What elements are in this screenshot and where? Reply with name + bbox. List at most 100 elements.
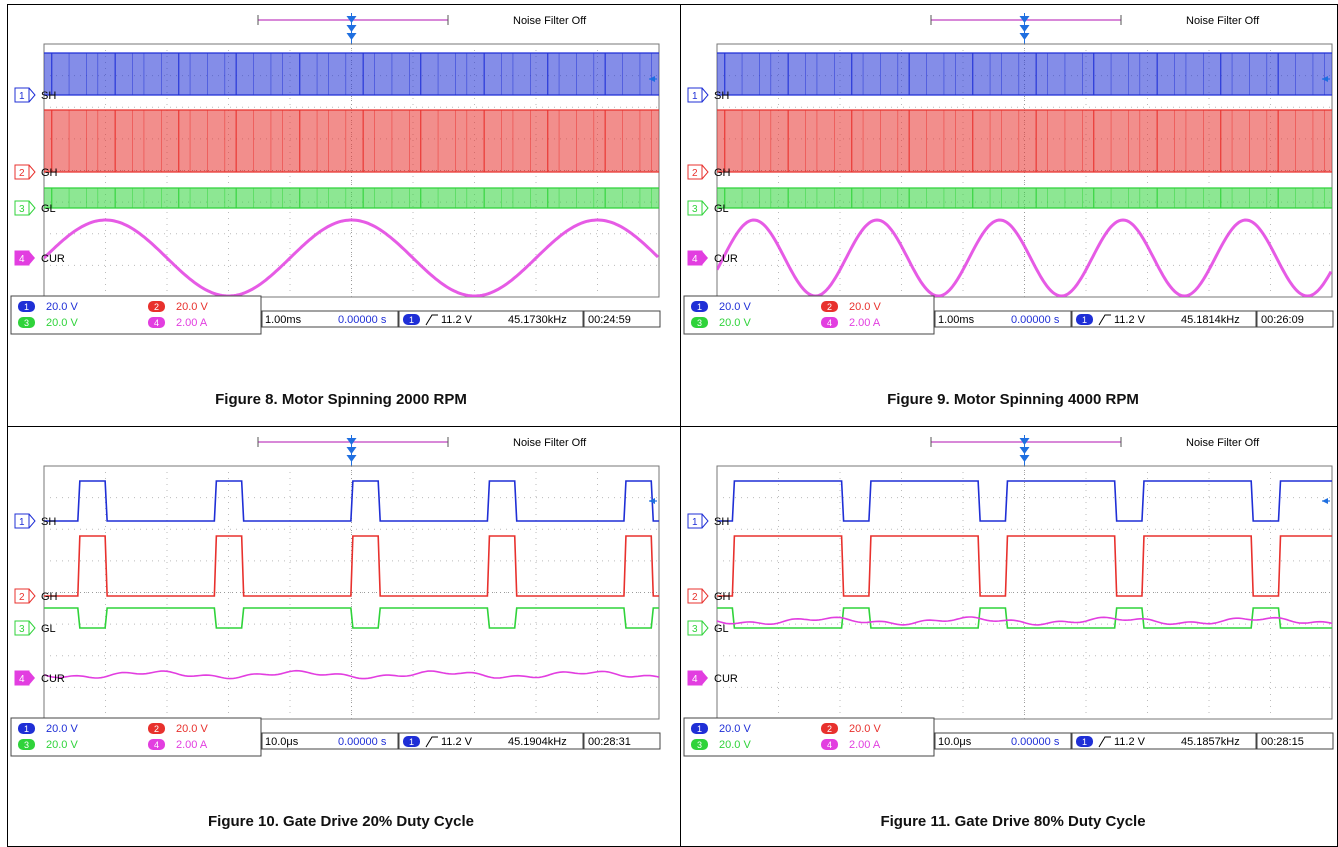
channel-scale-1: 20.0 V <box>46 723 78 735</box>
traces <box>44 480 659 680</box>
channel-number: 4 <box>19 254 25 265</box>
channel-scale-badge-3 <box>691 317 708 328</box>
channel-scale-badge-2 <box>821 301 838 312</box>
channel-label-sh: SH <box>714 516 729 528</box>
scope-graticule <box>44 466 659 719</box>
channel-scale-box <box>683 717 935 757</box>
channel-marker-4: 4 CUR <box>14 250 65 266</box>
channel-scale-badge-4 <box>148 739 165 750</box>
traces <box>44 52 659 297</box>
channel-number: 3 <box>692 624 698 635</box>
channel-scale-1: 20.0 V <box>719 301 751 313</box>
channel-scale-3: 20.0 V <box>719 739 751 751</box>
oscilloscope-figure-1: Noise Filter Off 1 SH 2 GH 3 GL 4 CUR 1 20.0 V 2 20.… <box>8 5 663 345</box>
svg-text:3: 3 <box>24 318 29 328</box>
svg-text:1: 1 <box>1082 315 1087 325</box>
trace-gh-envelope <box>44 110 659 172</box>
channel-label-cur: CUR <box>714 673 738 685</box>
channel-marker-box <box>14 164 30 180</box>
channel-marker-box <box>687 200 703 216</box>
trace-gh-envelope <box>717 110 1332 172</box>
timebase-box <box>261 310 399 328</box>
scope-svg: Noise Filter Off 1 SH 2 GH 3 GL 4 CUR 1 20.0 V 2 20.… <box>683 13 1334 335</box>
trigger-delay-value: 0.00000 s <box>338 736 387 748</box>
channel-marker-2: 2 GH <box>14 588 58 604</box>
channel-scale-badge-4 <box>821 739 838 750</box>
channel-marker-1: 1 SH <box>687 513 729 529</box>
channel-scale-badge-1 <box>691 301 708 312</box>
svg-text:1: 1 <box>697 302 702 312</box>
channel-number: 3 <box>19 204 25 215</box>
figure-caption: Figure 8. Motor Spinning 2000 RPM <box>215 391 467 408</box>
channel-marker-box <box>14 620 30 636</box>
channel-marker-box <box>14 200 30 216</box>
rising-edge-icon <box>425 314 438 326</box>
channel-marker-1: 1 SH <box>687 87 729 103</box>
timebase-value: 1.00ms <box>265 314 302 326</box>
channel-number: 2 <box>692 592 698 603</box>
channel-marker-box <box>687 164 703 180</box>
clock-value: 00:26:09 <box>1261 314 1304 326</box>
timebase-box <box>261 732 399 750</box>
channel-number: 1 <box>19 91 25 102</box>
clock-box <box>583 732 661 750</box>
svg-text:4: 4 <box>827 740 832 750</box>
timebase-box <box>934 310 1072 328</box>
noise-filter-label: Noise Filter Off <box>1186 437 1260 449</box>
channel-marker-3: 3 GL <box>687 620 729 636</box>
trigger-channel-badge <box>403 736 420 747</box>
channel-scale-badge-2 <box>148 301 165 312</box>
svg-text:1: 1 <box>409 737 414 747</box>
channel-marker-3: 3 GL <box>14 200 56 216</box>
svg-text:1: 1 <box>1082 737 1087 747</box>
channel-number: 2 <box>19 592 25 603</box>
trigger-channel-badge <box>1076 736 1093 747</box>
channel-marker-box <box>14 87 30 103</box>
traces <box>717 52 1332 297</box>
channel-scale-3: 20.0 V <box>46 739 78 751</box>
trace-sh <box>717 52 1332 96</box>
frequency-value: 45.1730kHz <box>508 314 567 326</box>
svg-text:2: 2 <box>827 724 832 734</box>
noise-filter-label: Noise Filter Off <box>1186 15 1260 27</box>
channel-marker-3: 3 GL <box>14 620 56 636</box>
channel-marker-box <box>14 588 30 604</box>
clock-box <box>583 310 661 328</box>
channel-label-gl: GL <box>41 203 56 215</box>
channel-number: 1 <box>692 517 698 528</box>
trace-gl <box>717 607 1332 629</box>
svg-text:1: 1 <box>409 315 414 325</box>
grid-divider-horizontal <box>8 426 1337 427</box>
svg-text:2: 2 <box>827 302 832 312</box>
svg-text:2: 2 <box>154 302 159 312</box>
channel-number: 3 <box>692 204 698 215</box>
channel-marker-box <box>14 513 30 529</box>
trace-gl <box>717 187 1332 209</box>
clock-box <box>1256 732 1334 750</box>
channel-label-sh: SH <box>41 90 56 102</box>
grid-divider-vertical <box>680 5 681 846</box>
scope-info-panel: 1 20.0 V 2 20.0 V 3 20.0 V 4 2.00 A 10.0μs 0.0000… <box>683 717 1334 757</box>
svg-text:3: 3 <box>697 318 702 328</box>
channel-number: 1 <box>692 91 698 102</box>
trigger-level-value: 11.2 V <box>1114 314 1146 326</box>
channel-scale-1: 20.0 V <box>46 301 78 313</box>
plot-area <box>716 465 1333 720</box>
channel-label-gh: GH <box>714 591 731 603</box>
trigger-box <box>1071 732 1257 750</box>
channel-scale-2: 20.0 V <box>176 723 208 735</box>
scope-header: Noise Filter Off <box>257 437 587 449</box>
svg-text:1: 1 <box>24 302 29 312</box>
channel-scale-badge-2 <box>148 723 165 734</box>
scope-info-panel: 1 20.0 V 2 20.0 V 3 20.0 V 4 2.00 A 1.00ms 0.0000… <box>683 295 1334 335</box>
scope-info-panel: 1 20.0 V 2 20.0 V 3 20.0 V 4 2.00 A 10.0μs 0.0000… <box>10 717 661 757</box>
svg-text:1: 1 <box>24 724 29 734</box>
channel-scale-badge-4 <box>821 317 838 328</box>
clock-value: 00:28:15 <box>1261 736 1304 748</box>
channel-label-sh: SH <box>41 516 56 528</box>
trigger-marker-icon <box>1019 435 1030 466</box>
channel-scale-4: 2.00 A <box>176 317 208 329</box>
channel-label-cur: CUR <box>714 253 738 265</box>
channel-label-cur: CUR <box>41 673 65 685</box>
channel-label-gh: GH <box>714 167 731 179</box>
